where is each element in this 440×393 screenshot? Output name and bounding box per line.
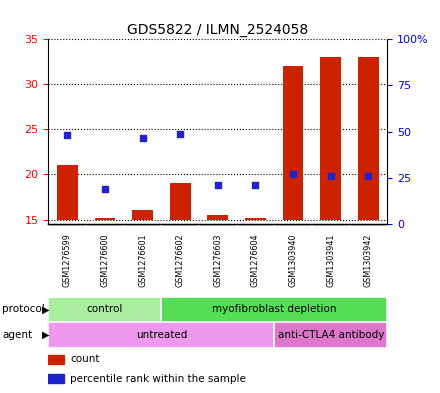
Bar [320,57,341,220]
Text: ▶: ▶ [42,330,49,340]
Text: GSM1303941: GSM1303941 [326,234,335,287]
Text: GSM1303940: GSM1303940 [289,234,297,287]
Point [64,132,71,138]
Bar [48,297,161,322]
Point [252,182,259,188]
Text: myofibroblast depletion: myofibroblast depletion [212,305,337,314]
Text: GSM1276601: GSM1276601 [138,233,147,287]
Bar [95,218,115,220]
Point [101,186,108,192]
Bar [274,322,387,348]
Bar [48,354,64,364]
Text: GSM1303942: GSM1303942 [364,233,373,287]
Bar [358,57,379,220]
Point [327,173,334,179]
Bar [57,165,77,220]
Point [365,173,372,179]
Point [214,182,221,188]
Text: GSM1276600: GSM1276600 [100,233,110,287]
Bar [48,322,274,348]
Text: ▶: ▶ [42,305,49,314]
Text: control: control [87,305,123,314]
Bar [283,66,304,220]
Point [176,131,183,138]
Bar [132,211,153,220]
Bar [245,218,266,220]
Title: GDS5822 / ILMN_2524058: GDS5822 / ILMN_2524058 [127,23,308,37]
Text: percentile rank within the sample: percentile rank within the sample [70,374,246,384]
Text: agent: agent [2,330,32,340]
Text: GSM1276602: GSM1276602 [176,233,185,287]
Text: anti-CTLA4 antibody: anti-CTLA4 antibody [278,330,384,340]
Text: protocol: protocol [2,305,45,314]
Text: GSM1276604: GSM1276604 [251,233,260,287]
Text: count: count [70,354,100,364]
Text: GSM1276599: GSM1276599 [63,233,72,287]
Point [290,171,297,177]
Bar [207,215,228,220]
Text: untreated: untreated [136,330,187,340]
Bar [170,184,191,220]
Bar [48,374,64,383]
Bar [161,297,387,322]
Point [139,135,146,141]
Text: GSM1276603: GSM1276603 [213,233,222,287]
